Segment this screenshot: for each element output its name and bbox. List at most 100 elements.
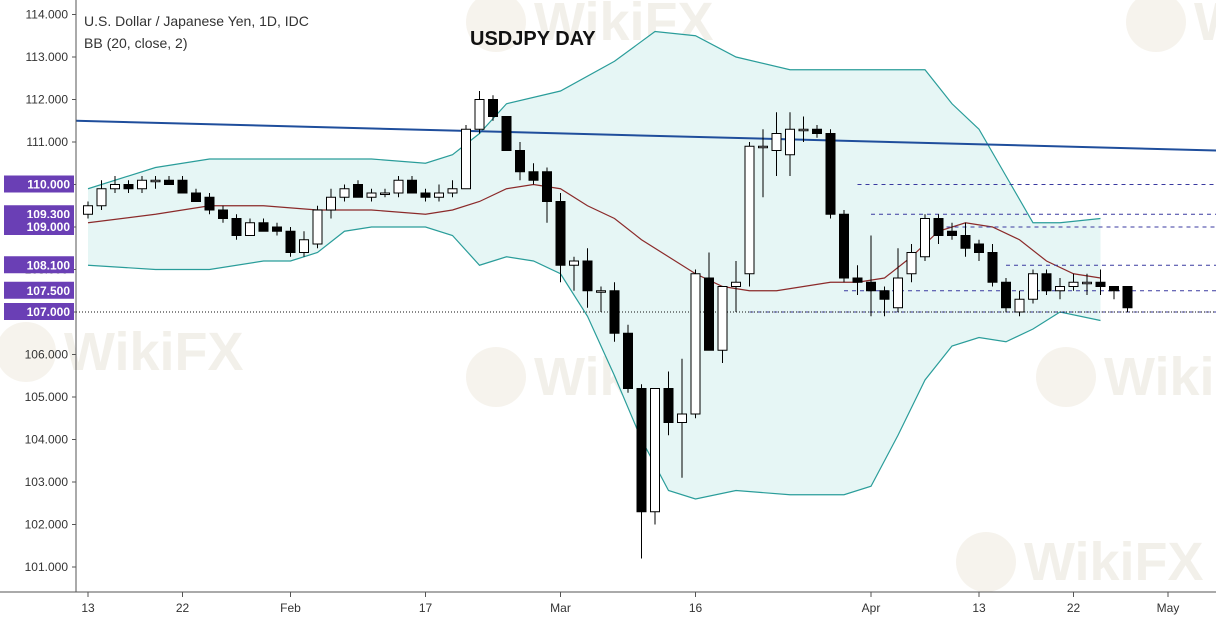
- candle: [164, 176, 174, 185]
- candle: [312, 205, 323, 249]
- watermark: WikiFX: [0, 322, 244, 382]
- candle: [1028, 269, 1038, 304]
- candle-body: [798, 128, 809, 132]
- y-tick-label: 103.000: [25, 475, 69, 489]
- candle-body: [1001, 281, 1011, 309]
- candle: [555, 193, 566, 283]
- candle-body: [488, 99, 498, 117]
- candle-body: [420, 192, 431, 198]
- candle: [1122, 286, 1133, 312]
- candle-body: [110, 184, 120, 190]
- chart-title: USDJPY DAY: [470, 28, 596, 50]
- candle: [636, 384, 647, 559]
- candle: [420, 188, 431, 202]
- price-label-text: 110.000: [27, 178, 70, 192]
- candle-body: [123, 184, 134, 190]
- y-tick-label: 111.000: [26, 135, 68, 149]
- candle-body: [677, 413, 687, 423]
- candle-body: [177, 179, 188, 194]
- candle: [299, 231, 309, 257]
- candle-body: [83, 205, 93, 215]
- candle: [690, 269, 701, 419]
- candle-body: [852, 277, 863, 283]
- candle-body: [960, 235, 971, 249]
- candle: [785, 112, 795, 176]
- price-label-bg: [4, 175, 74, 193]
- candle: [839, 210, 849, 283]
- candle-body: [717, 286, 728, 351]
- candle: [758, 129, 768, 198]
- candle: [96, 180, 107, 210]
- bollinger-upper-line: [87, 30, 1101, 224]
- candle-body: [879, 290, 890, 300]
- candle-body: [407, 179, 417, 194]
- watermark-logo-icon: [1036, 347, 1096, 407]
- candle-body: [1068, 281, 1079, 287]
- candle-body: [555, 201, 566, 266]
- candle-body: [690, 273, 701, 415]
- price-label-text: 109.000: [27, 220, 71, 234]
- price-label-badge: 108.100: [4, 256, 74, 274]
- price-label-badge: 110.000: [4, 175, 74, 193]
- price-label-bg: [4, 256, 74, 274]
- price-label-text: 107.500: [27, 284, 71, 298]
- watermark-logo-icon: [1126, 0, 1186, 52]
- candle: [906, 244, 917, 283]
- candle-body: [744, 145, 755, 275]
- candle-body: [191, 192, 201, 202]
- candle: [258, 218, 269, 232]
- candle-body: [258, 222, 269, 232]
- candle-body: [380, 192, 390, 195]
- candle: [407, 176, 417, 194]
- price-label-bg: [4, 281, 74, 299]
- bollinger-basis-line: [87, 183, 1101, 292]
- bollinger-lower-line: [87, 226, 1101, 500]
- candle: [461, 125, 471, 190]
- candle-body: [218, 209, 228, 219]
- price-label-text: 109.300: [27, 207, 71, 221]
- candle: [582, 248, 593, 308]
- x-tick-label: Apr: [862, 601, 881, 615]
- candle: [231, 214, 242, 240]
- candle-body: [393, 179, 404, 194]
- candle: [933, 214, 944, 244]
- candle-body: [569, 260, 579, 266]
- candle: [177, 176, 188, 194]
- watermark-text: WikiFX: [1024, 532, 1204, 592]
- candle-body: [771, 133, 782, 151]
- candle-body: [231, 218, 242, 236]
- watermark-logo-icon: [956, 532, 1016, 592]
- y-tick-label: 113.000: [26, 50, 69, 64]
- candle: [960, 222, 971, 257]
- candle: [137, 176, 147, 193]
- candle: [623, 324, 633, 393]
- candle-body: [1028, 273, 1038, 300]
- candle-body: [353, 184, 363, 198]
- candle-body: [312, 209, 323, 245]
- candle: [366, 188, 377, 202]
- watermark-logo-icon: [466, 0, 526, 52]
- candle-body: [663, 388, 674, 423]
- candle-body: [609, 290, 620, 334]
- candle: [609, 282, 620, 342]
- candle-body: [920, 218, 930, 258]
- candle-body: [785, 128, 795, 156]
- candle: [501, 116, 512, 151]
- x-tick-label: 13: [972, 601, 986, 615]
- candle: [434, 184, 444, 202]
- candle: [1068, 273, 1079, 291]
- candle: [596, 286, 606, 312]
- y-tick-label: 101.000: [25, 560, 69, 574]
- candle: [771, 112, 782, 176]
- x-tick-label: 22: [1067, 601, 1081, 615]
- candle: [717, 286, 728, 363]
- watermark-text: WikiFX: [64, 322, 244, 382]
- x-tick-label: 16: [689, 601, 703, 615]
- indicator-line: BB (20, close, 2): [84, 35, 188, 51]
- candle-body: [272, 226, 282, 232]
- candle-body: [758, 145, 768, 149]
- price-label-badge: 107.500: [4, 281, 74, 299]
- candle-body: [1082, 281, 1092, 285]
- candle: [744, 142, 755, 287]
